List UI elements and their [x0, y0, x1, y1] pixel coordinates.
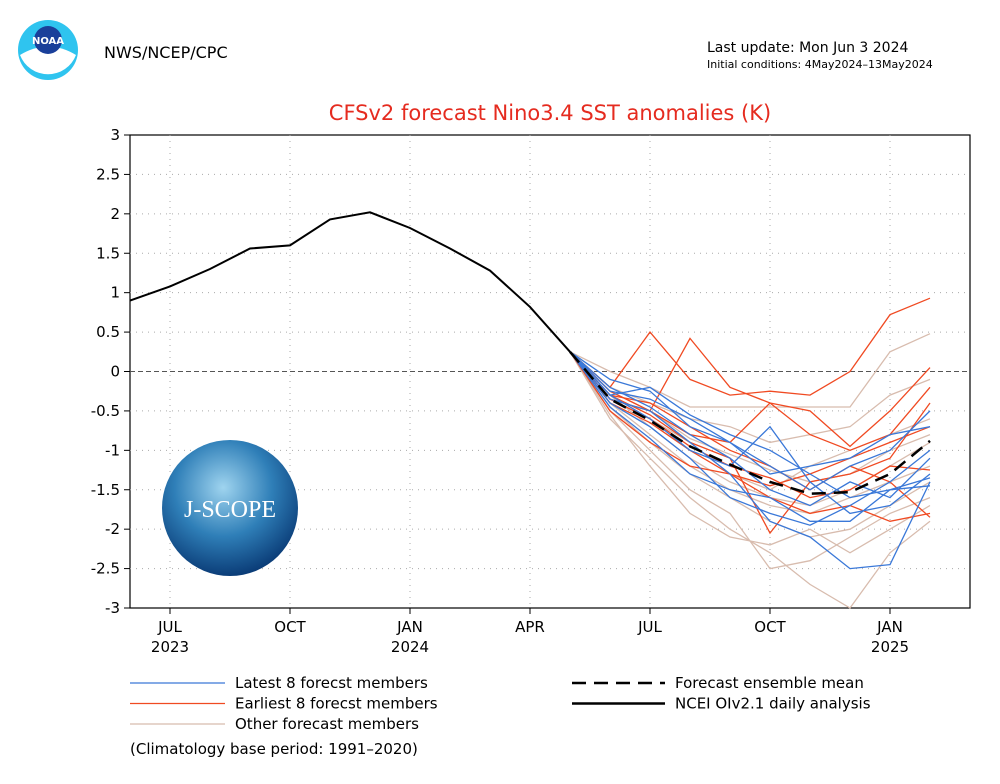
- member-line: [569, 351, 931, 475]
- legend-label: Latest 8 forecst members: [235, 674, 428, 692]
- jscope-text: J-SCOPE: [184, 497, 276, 523]
- x-tick-label: OCT: [274, 618, 306, 636]
- member-line: [569, 351, 931, 554]
- last-update: Last update: Mon Jun 3 2024: [707, 40, 908, 56]
- observed-line: [129, 211, 571, 353]
- footnote: (Climatology base period: 1991–2020): [130, 740, 418, 758]
- member-line: [569, 351, 931, 570]
- noaa-text: NOAA: [32, 36, 64, 47]
- legend-label: NCEI OIv2.1 daily analysis: [675, 695, 871, 713]
- x-year-label: 2023: [151, 638, 189, 656]
- y-tick-label: -3: [105, 599, 120, 617]
- x-tick-label: JAN: [396, 618, 423, 636]
- legend-label: Other forecast members: [235, 715, 419, 733]
- initial-conditions: Initial conditions: 4May2024–13May2024: [707, 58, 933, 71]
- x-tick-label: OCT: [754, 618, 786, 636]
- x-tick-label: JUL: [637, 618, 662, 636]
- y-tick-label: -2: [105, 520, 120, 538]
- member-line: [569, 351, 931, 487]
- member-line: [569, 351, 931, 522]
- x-tick-label: JUL: [157, 618, 182, 636]
- y-tick-label: 0.5: [96, 323, 120, 341]
- member-line: [569, 351, 931, 451]
- x-year-label: 2024: [391, 638, 429, 656]
- member-line: [569, 351, 931, 526]
- noaa-logo: NOAA: [18, 20, 78, 80]
- member-line: [569, 351, 931, 515]
- ensemble-mean-line: [569, 350, 931, 495]
- noaa-wave: [20, 46, 76, 75]
- y-tick-label: -1: [105, 441, 120, 459]
- x-year-label: 2025: [871, 638, 909, 656]
- jscope-logo: [162, 440, 298, 576]
- y-tick-label: 0: [110, 363, 120, 381]
- y-tick-label: -2.5: [91, 560, 120, 578]
- legend-label: Forecast ensemble mean: [675, 674, 864, 692]
- member-line: [569, 351, 931, 570]
- y-tick-label: -0.5: [91, 402, 120, 420]
- y-tick-label: 3: [110, 126, 120, 144]
- member-line: [569, 351, 931, 538]
- member-line: [569, 351, 931, 491]
- noaa-center: [34, 26, 62, 54]
- source: NWS/NCEP/CPC: [104, 43, 228, 62]
- y-tick-label: 2.5: [96, 165, 120, 183]
- y-tick-label: 2: [110, 205, 120, 223]
- chart-title: CFSv2 forecast Nino3.4 SST anomalies (K): [329, 101, 771, 125]
- y-tick-label: 1.5: [96, 244, 120, 262]
- member-line: [569, 351, 931, 491]
- member-line: [569, 351, 931, 444]
- x-tick-label: JAN: [876, 618, 903, 636]
- member-line: [569, 297, 931, 396]
- y-tick-label: -1.5: [91, 481, 120, 499]
- y-tick-label: 1: [110, 284, 120, 302]
- member-line: [569, 333, 931, 408]
- legend-label: Earliest 8 forecst members: [235, 695, 438, 713]
- member-line: [569, 351, 931, 522]
- x-tick-label: APR: [515, 618, 545, 636]
